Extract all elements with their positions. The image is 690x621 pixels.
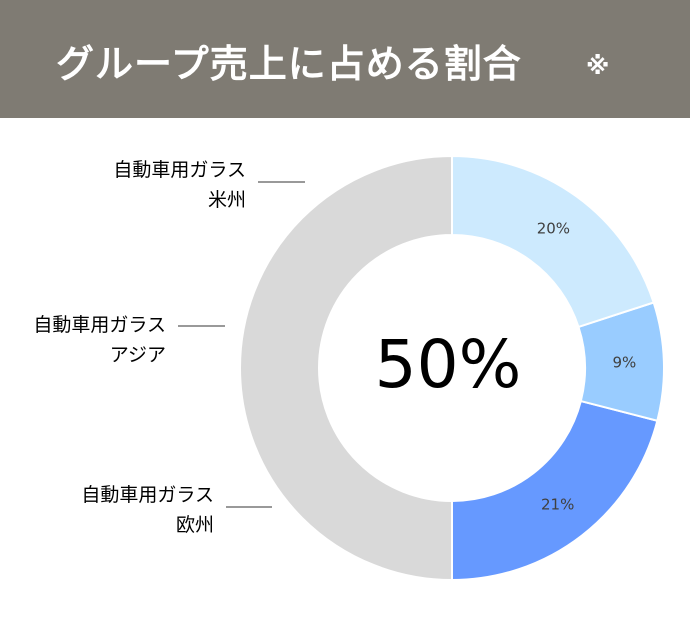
category-label-europe-1: 自動車用ガラス — [81, 484, 214, 506]
footnote-mark: ※ — [586, 52, 610, 80]
donut-segment-other — [239, 154, 453, 582]
category-label-americas-1: 自動車用ガラス — [113, 159, 246, 181]
chart-segments — [239, 154, 665, 582]
center-label: 50% — [375, 326, 522, 403]
donut-segment-americas — [451, 154, 655, 329]
donut-segment-europe — [451, 399, 659, 582]
chart-data-labels: 21% 9% 20% — [537, 219, 637, 513]
category-label-americas-2: 米州 — [208, 189, 246, 211]
data-label-asia: 9% — [613, 354, 637, 372]
chart-title: グループ売上に占める割合 — [56, 42, 522, 86]
data-label-europe: 21% — [541, 495, 574, 513]
header-banner: グループ売上に占める割合 ※ — [0, 0, 690, 118]
category-label-europe-2: 欧州 — [176, 514, 214, 536]
data-label-americas: 20% — [537, 219, 570, 237]
category-label-asia-2: アジア — [110, 344, 166, 366]
category-label-asia-1: 自動車用ガラス — [33, 314, 166, 336]
